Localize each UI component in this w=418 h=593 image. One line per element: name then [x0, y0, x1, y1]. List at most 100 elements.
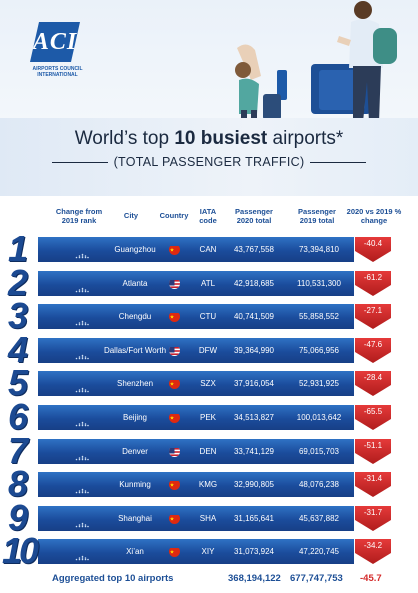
table-row: 2 Atlanta ATL 42,918,685 110,531,300 -61.2 — [0, 261, 418, 303]
city-cell: Beijing — [122, 413, 147, 422]
iata-cell: XIY — [201, 547, 215, 557]
passenger-2020-cell: 33,741,129 — [233, 446, 275, 456]
iata-cell: DEN — [199, 446, 217, 456]
percent-change-value: -61.2 — [363, 272, 383, 282]
china-flag-icon — [169, 378, 180, 390]
header-passenger-2020: Passenger 2020 total — [235, 207, 273, 225]
rank-change-dots-icon — [75, 313, 89, 326]
percent-change-value: -28.4 — [363, 373, 383, 383]
city-cell: Denver — [122, 446, 148, 456]
passenger-2019-cell: 100,013,642 — [296, 413, 342, 422]
down-arrow-icon — [355, 371, 391, 397]
rank-number: 2 — [8, 261, 28, 303]
table-row: 8 Kunming KMG 32,990,805 48,076,238 -31.4 — [0, 463, 418, 505]
down-arrow-icon — [355, 270, 391, 296]
subtitle-row: (TOTAL PASSENGER TRAFFIC) — [0, 155, 418, 169]
down-arrow-icon — [355, 405, 391, 430]
passenger-2019-cell: 110,531,300 — [297, 278, 341, 288]
percent-change-badge: -27.1 — [355, 304, 391, 330]
percent-change-badge: -51.1 — [355, 438, 391, 464]
row-bar — [38, 337, 354, 363]
city-cell: Atlanta — [122, 278, 148, 288]
rank-change-dots-icon — [75, 347, 89, 360]
travellers-illustration — [235, 1, 397, 122]
percent-change-value: -65.5 — [363, 407, 383, 416]
table-row: 4 Dallas/Fort Worth DFW 39,364,990 75,066,95… — [0, 328, 418, 370]
header-iata: IATA code — [199, 207, 217, 225]
aci-logo: ACI AIRPORTS COUNCIL INTERNATIONAL — [30, 22, 85, 78]
header-change: Change from 2019 rank — [55, 207, 103, 225]
percent-change-badge: -28.4 — [355, 371, 391, 397]
passenger-2019-cell: 55,858,552 — [298, 312, 340, 322]
rank-change-dots-icon — [75, 548, 89, 561]
city-cell: Guangzhou — [114, 245, 156, 254]
rank-change-dots-icon — [75, 448, 89, 460]
down-arrow-icon — [355, 337, 391, 363]
passenger-2020-cell: 37,916,054 — [233, 379, 275, 389]
rank-change-dots-icon — [75, 515, 89, 528]
row-bar — [38, 505, 354, 531]
usa-flag-icon — [169, 278, 180, 289]
percent-change-value: -34.2 — [363, 541, 383, 551]
rank-number: 8 — [8, 463, 28, 505]
page-title: World’s top 10 busiest airports* — [74, 128, 344, 149]
rank-number: 6 — [8, 396, 28, 437]
footer-total-2019: 677,747,753 — [290, 573, 343, 584]
row-bar — [38, 237, 354, 262]
rank-number: 4 — [8, 328, 28, 370]
row-bar — [38, 472, 354, 498]
subtitle-rule-right — [310, 161, 367, 163]
china-flag-icon — [169, 311, 180, 323]
aci-logo-text: AIRPORTS COUNCIL INTERNATIONAL — [32, 66, 83, 78]
row-bar — [38, 270, 354, 296]
footer-percent-change: -45.7 — [360, 573, 382, 584]
passenger-2020-cell: 43,767,558 — [233, 245, 275, 254]
rank-number: 10 — [2, 530, 39, 572]
footer-total-2020: 368,194,122 — [228, 573, 281, 584]
city-cell: Dallas/Fort Worth — [103, 345, 167, 355]
footer-label: Aggregated top 10 airports — [52, 573, 174, 584]
passenger-2020-cell: 42,918,685 — [233, 278, 275, 288]
city-cell: Xi’an — [126, 547, 144, 557]
percent-change-badge: -47.6 — [355, 337, 391, 363]
percent-change-badge: -31.4 — [355, 472, 391, 498]
city-cell: Shanghai — [118, 513, 152, 523]
china-flag-icon — [169, 412, 180, 423]
china-flag-icon — [169, 244, 180, 255]
passenger-2019-cell: 73,394,810 — [298, 245, 340, 254]
percent-change-value: -51.1 — [363, 440, 383, 450]
percent-change-badge: -31.7 — [355, 505, 391, 531]
usa-flag-icon — [169, 446, 180, 457]
passenger-2020-cell: 34,513,827 — [233, 413, 275, 422]
table-row: 6 Beijing PEK 34,513,827 100,013,642 -65.5 — [0, 396, 418, 437]
down-arrow-icon — [355, 472, 391, 498]
city-cell: Kunming — [119, 480, 151, 490]
china-flag-icon — [169, 546, 180, 558]
row-bar — [38, 405, 354, 430]
iata-cell: PEK — [199, 413, 216, 422]
passenger-2019-cell: 45,637,882 — [298, 513, 340, 523]
rank-change-dots-icon — [75, 481, 89, 494]
down-arrow-icon — [355, 539, 391, 565]
china-flag-icon — [169, 513, 180, 524]
iata-cell: SZX — [200, 379, 216, 389]
row-bar — [38, 539, 354, 565]
passenger-2020-cell: 40,741,509 — [233, 312, 275, 322]
row-bar — [38, 304, 354, 330]
china-flag-icon — [169, 479, 180, 491]
header-city: City — [123, 211, 139, 220]
passenger-2020-cell: 31,073,924 — [233, 547, 275, 557]
rank-change-dots-icon — [75, 246, 89, 259]
percent-change-value: -27.1 — [363, 306, 383, 316]
passenger-2020-cell: 32,990,805 — [233, 480, 275, 490]
rank-number: 7 — [8, 429, 28, 471]
page-subtitle: (TOTAL PASSENGER TRAFFIC) — [113, 155, 305, 169]
rank-change-dots-icon — [75, 280, 89, 292]
percent-change-value: -31.7 — [363, 507, 383, 517]
table-footer: Aggregated top 10 airports 368,194,122 6… — [0, 573, 418, 589]
city-cell: Chengdu — [118, 312, 152, 322]
header-passenger-2019: Passenger 2019 total — [298, 207, 336, 225]
passenger-2020-cell: 31,165,641 — [233, 513, 275, 523]
passenger-2020-cell: 39,364,990 — [233, 345, 275, 355]
iata-cell: DFW — [198, 345, 218, 355]
